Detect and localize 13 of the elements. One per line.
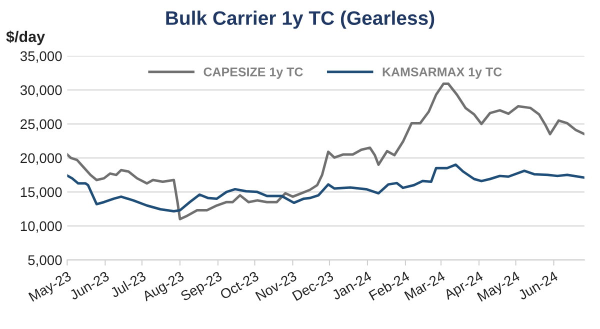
y-axis-title: $/day (6, 30, 45, 46)
y-tick-label: 35,000 (20, 51, 62, 63)
chart-title: Bulk Carrier 1y TC (Gearless) (166, 10, 434, 29)
y-tick-label: 30,000 (20, 85, 62, 97)
legend-label: CAPESIZE 1y TC (204, 68, 303, 79)
y-tick-label: 15,000 (20, 187, 62, 199)
y-tick-label: 10,000 (20, 221, 62, 233)
legend-label: KAMSARMAX 1y TC (382, 68, 502, 79)
line-series (67, 163, 584, 213)
y-tick-label: 5,000 (28, 255, 62, 267)
line-series (67, 82, 584, 220)
y-tick-label: 20,000 (20, 153, 62, 165)
y-tick-label: 25,000 (20, 119, 62, 131)
